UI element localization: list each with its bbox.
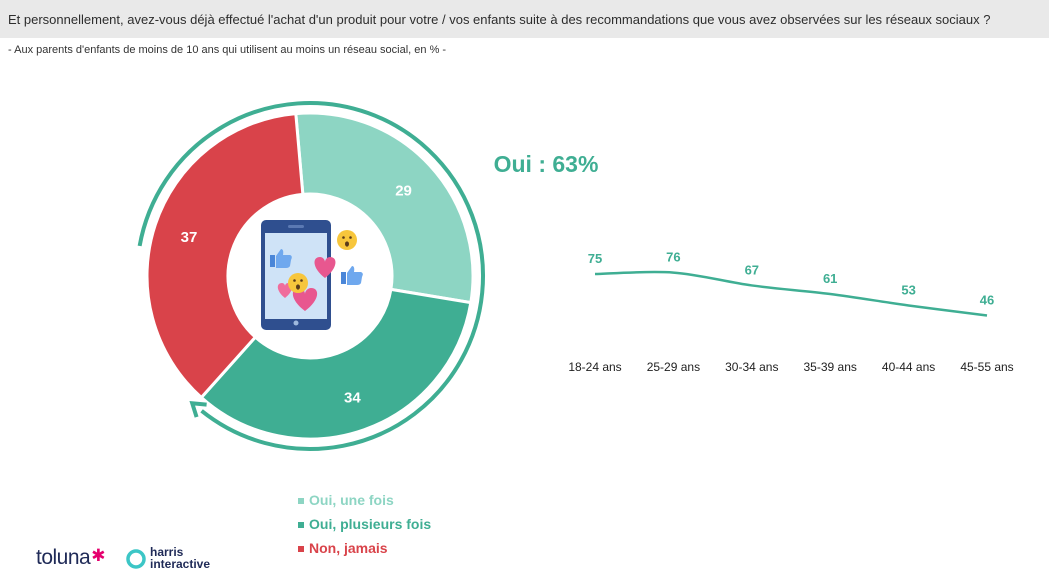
line-value-label: 61 xyxy=(823,271,837,286)
line-value-label: 75 xyxy=(588,251,602,266)
x-tick-label: 25-29 ans xyxy=(647,360,700,374)
harris-logo-line2: interactive xyxy=(150,557,211,571)
harris-logo-line1: harris xyxy=(150,545,184,559)
legend-swatch xyxy=(298,545,304,552)
smartphone-social-reactions-icon xyxy=(261,220,363,330)
toluna-logo: toluna✱ xyxy=(36,546,105,569)
question-banner: Et personnellement, avez-vous déjà effec… xyxy=(0,0,1049,38)
legend-swatch xyxy=(298,497,304,504)
legend-label: Oui, une fois xyxy=(309,492,394,508)
donut-value-label: 29 xyxy=(395,182,412,199)
harris-logo: harris interactive xyxy=(150,546,210,570)
base-description: - Aux parents d'enfants de moins de 10 a… xyxy=(8,44,447,56)
donut-slice-0 xyxy=(294,111,475,305)
legend-item: Oui, une fois xyxy=(298,488,431,512)
donut-value-label: 34 xyxy=(344,389,361,406)
line-value-label: 76 xyxy=(666,250,680,265)
donut-value-label: 37 xyxy=(181,229,198,246)
harris-logo-mark-icon xyxy=(126,549,146,569)
total-yes-label: Oui : 63% xyxy=(494,151,599,177)
question-text: Et personnellement, avez-vous déjà effec… xyxy=(8,11,991,27)
x-tick-label: 18-24 ans xyxy=(568,360,621,374)
x-tick-label: 30-34 ans xyxy=(725,360,778,374)
line-value-label: 53 xyxy=(901,282,915,297)
total-arc xyxy=(137,101,485,451)
line-chart: 75 18-24 ans 76 25-29 ans 67 30-34 ans 61 35-39… xyxy=(568,250,1013,374)
legend-item: Oui, plusieurs fois xyxy=(298,512,431,536)
x-tick-label: 35-39 ans xyxy=(804,360,857,374)
legend-label: Oui, plusieurs fois xyxy=(309,516,432,532)
line-series xyxy=(594,270,988,317)
legend-item: Non, jamais xyxy=(298,536,431,560)
legend: Oui, une fois Oui, plusieurs fois Non, j… xyxy=(298,488,431,560)
x-tick-label: 40-44 ans xyxy=(882,360,935,374)
legend-swatch xyxy=(298,521,304,528)
line-value-label: 67 xyxy=(745,262,759,277)
line-value-label: 46 xyxy=(980,292,994,307)
toluna-logo-text: toluna xyxy=(36,546,91,569)
total-arc-arrowhead xyxy=(189,401,207,418)
total-arc-line xyxy=(137,101,485,451)
x-tick-label: 45-55 ans xyxy=(960,360,1013,374)
legend-label: Non, jamais xyxy=(309,540,388,556)
